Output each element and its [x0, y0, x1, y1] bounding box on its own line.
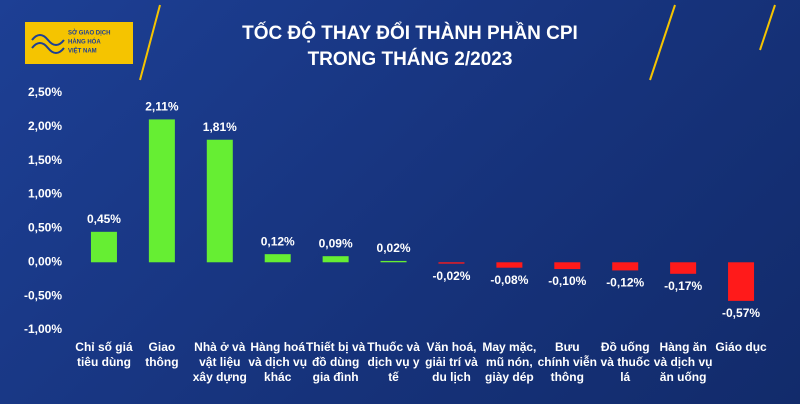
value-label: 0,45% — [87, 212, 121, 226]
value-label: 2,11% — [145, 100, 179, 114]
x-tick-label: Đồ uống và thuốc lá — [600, 340, 650, 384]
value-label: 1,81% — [203, 120, 237, 134]
bar — [206, 139, 233, 263]
value-label: -0,08% — [490, 273, 528, 287]
bar — [554, 262, 581, 270]
y-tick-label: 1,50% — [28, 153, 62, 167]
x-tick-label: Giáo dục — [715, 340, 767, 354]
value-label: -0,12% — [606, 276, 644, 290]
bar — [728, 262, 755, 301]
logo-text: SỞ GIAO DỊCH — [68, 30, 110, 37]
chart-title: TRONG THÁNG 2/2023 — [308, 48, 513, 70]
bar — [264, 254, 291, 263]
bar — [670, 262, 697, 274]
logo-text: VIỆT NAM — [68, 47, 97, 55]
x-tick-label: Bưu chính viễn thông — [537, 340, 597, 384]
x-tick-label: Thuốc và dịch vụ y tế — [367, 340, 420, 384]
bar — [380, 260, 407, 263]
chart-title: TỐC ĐỘ THAY ĐỔI THÀNH PHẦN CPI — [242, 22, 578, 44]
y-tick-label: 2,50% — [28, 85, 62, 99]
y-tick-label: 1,00% — [28, 187, 62, 201]
value-label: -0,57% — [722, 306, 760, 320]
x-tick-label: Giao thông — [145, 340, 179, 369]
logo-icon — [31, 34, 65, 54]
x-tick-label: Hàng hoá và dịch vụ khác — [248, 340, 308, 384]
x-tick-label: Nhà ở và vật liệu xây dựng — [192, 340, 247, 384]
y-tick-label: -1,00% — [24, 322, 62, 336]
x-tick-label: Văn hoá, giải trí và du lịch — [425, 340, 478, 384]
value-label: 0,12% — [261, 234, 295, 248]
value-label: 0,09% — [319, 236, 353, 250]
value-label: -0,17% — [664, 279, 702, 293]
x-tick-label: Hàng ăn và dịch vụ ăn uống — [653, 340, 713, 384]
bar — [90, 231, 117, 263]
bar — [322, 256, 349, 263]
y-tick-label: 0,00% — [28, 254, 62, 268]
decoration — [139, 4, 161, 81]
y-tick-label: 0,50% — [28, 221, 62, 235]
value-label: -0,10% — [548, 274, 586, 288]
x-tick-label: Chỉ số giá tiêu dùng — [75, 340, 133, 369]
bar — [496, 262, 523, 268]
bar — [438, 262, 465, 264]
value-label: 0,02% — [377, 241, 411, 255]
logo-text: HÀNG HÓA — [68, 38, 101, 46]
bar — [612, 262, 639, 271]
bar — [148, 119, 175, 263]
x-tick-label: Thiết bị và đồ dùng gia đình — [305, 340, 366, 384]
y-tick-label: 2,00% — [28, 119, 62, 133]
y-tick-label: -0,50% — [24, 288, 62, 302]
decoration — [649, 4, 676, 81]
decoration — [759, 4, 776, 51]
value-label: -0,02% — [432, 269, 470, 283]
x-tick-label: May mặc, mũ nón, giày dép — [482, 340, 537, 384]
